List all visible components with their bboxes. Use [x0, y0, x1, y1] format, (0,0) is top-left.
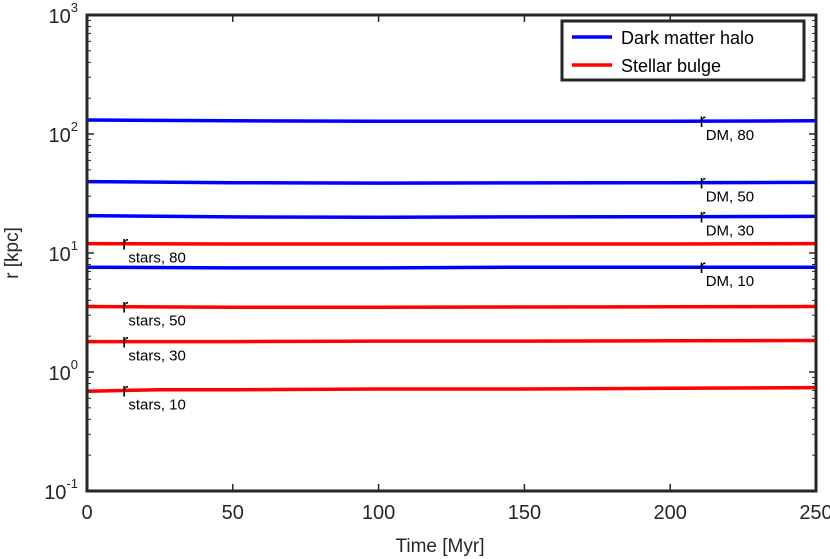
series-annotation-stars-10: rstars, 10 [122, 381, 186, 414]
x-tick-label: 150 [508, 502, 541, 524]
x-tick-label: 250 [799, 502, 830, 524]
y-tick-label: 103 [49, 0, 78, 28]
legend-label-dark-matter-halo: Dark matter halo [621, 28, 754, 48]
series-annotation-dm-10: rDM, 10 [699, 257, 754, 290]
y-tick-label: 101 [49, 238, 78, 266]
series-annotation-dm-50: rDM, 50 [699, 173, 754, 206]
legend-label-stellar-bulge: Stellar bulge [621, 56, 721, 76]
series-annotation-dm-30: rDM, 30 [699, 207, 754, 240]
plot-frame [85, 13, 818, 493]
series-line-dm-80 [86, 118, 817, 123]
x-tick-label: 0 [81, 502, 92, 524]
series-line-dm-50 [86, 179, 817, 185]
y-tick-label: 100 [49, 357, 78, 385]
axis-ticks: 0 50 100 150 200 250 10-1 100 101 102 103 [44, 0, 830, 524]
x-tick-label: 50 [222, 502, 244, 524]
series-line-dm-10 [86, 265, 816, 270]
series-line-stars-50 [86, 304, 817, 310]
y-tick-label: 102 [49, 119, 78, 147]
series-line-dm-30 [86, 213, 817, 219]
legend: Dark matter halo Stellar bulge [560, 19, 806, 82]
plot-area [87, 15, 816, 491]
series-annotation-stars-30: rstars, 30 [122, 332, 186, 365]
series-lines [86, 118, 817, 393]
series-line-stars-30 [87, 338, 817, 344]
series-line-stars-10 [86, 385, 817, 393]
x-tick-label: 100 [362, 502, 395, 524]
series-annotation-dm-80: rDM, 80 [699, 111, 754, 144]
y-tick-label: 10-1 [44, 476, 78, 504]
x-axis-label: Time [Myr] [395, 536, 484, 557]
series-annotation-stars-50: rstars, 50 [122, 297, 186, 330]
x-tick-label: 200 [654, 502, 687, 524]
series-annotation-stars-80: rstars, 80 [122, 234, 186, 267]
legend-box [560, 19, 806, 82]
y-axis-label: r [kpc] [2, 227, 23, 279]
